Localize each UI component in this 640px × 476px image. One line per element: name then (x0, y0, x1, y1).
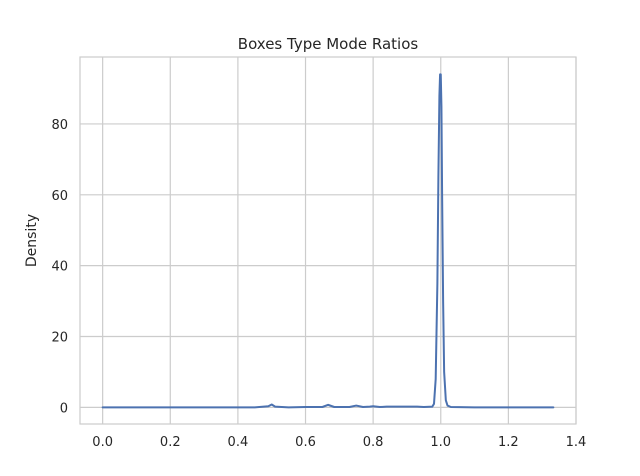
y-tick-label: 40 (51, 260, 68, 275)
x-axis: 0.0 0.2 0.4 0.6 0.8 1.0 1.2 1.4 (92, 435, 586, 450)
x-tick-label: 1.0 (430, 435, 451, 450)
density-line (101, 73, 555, 409)
y-tick-label: 60 (51, 189, 68, 204)
y-tick-label: 20 (51, 331, 68, 346)
x-tick-label: 1.4 (566, 435, 587, 450)
x-tick-label: 0.6 (295, 435, 316, 450)
chart-title: Boxes Type Mode Ratios (238, 35, 419, 53)
x-tick-label: 0.2 (160, 435, 181, 450)
x-tick-label: 1.2 (498, 435, 519, 450)
x-tick-label: 0.0 (92, 435, 113, 450)
x-tick-label: 0.4 (228, 435, 249, 450)
y-tick-label: 80 (51, 118, 68, 133)
plot-frame (79, 56, 577, 425)
series-group (101, 73, 555, 409)
y-axis: 0 20 40 60 80 (51, 118, 68, 416)
y-tick-label: 0 (60, 401, 68, 416)
x-tick-label: 0.8 (363, 435, 384, 450)
y-axis-title: Density (24, 214, 40, 267)
